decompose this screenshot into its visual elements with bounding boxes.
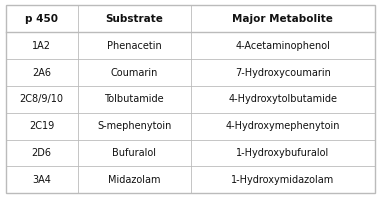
- Text: 1-Hydroxybufuralol: 1-Hydroxybufuralol: [236, 148, 330, 158]
- Text: Phenacetin: Phenacetin: [107, 41, 162, 51]
- Text: 4-Acetaminophenol: 4-Acetaminophenol: [235, 41, 330, 51]
- Text: 1-Hydroxymidazolam: 1-Hydroxymidazolam: [231, 175, 335, 185]
- Text: Major Metabolite: Major Metabolite: [232, 14, 333, 24]
- Text: Midazolam: Midazolam: [108, 175, 160, 185]
- Text: 3A4: 3A4: [32, 175, 51, 185]
- Text: 2A6: 2A6: [32, 68, 51, 78]
- Text: 1A2: 1A2: [32, 41, 51, 51]
- Text: p 450: p 450: [25, 14, 58, 24]
- Text: 2C8/9/10: 2C8/9/10: [20, 94, 64, 104]
- Text: Coumarin: Coumarin: [110, 68, 158, 78]
- Text: Tolbutamide: Tolbutamide: [104, 94, 164, 104]
- Text: 2C19: 2C19: [29, 121, 54, 131]
- Text: Bufuralol: Bufuralol: [112, 148, 156, 158]
- Text: 4-Hydroxymephenytoin: 4-Hydroxymephenytoin: [226, 121, 340, 131]
- Text: 2D6: 2D6: [32, 148, 52, 158]
- Text: 4-Hydroxytolbutamide: 4-Hydroxytolbutamide: [228, 94, 338, 104]
- Text: Substrate: Substrate: [105, 14, 163, 24]
- Text: 7-Hydroxycoumarin: 7-Hydroxycoumarin: [235, 68, 331, 78]
- Text: S-mephenytoin: S-mephenytoin: [97, 121, 171, 131]
